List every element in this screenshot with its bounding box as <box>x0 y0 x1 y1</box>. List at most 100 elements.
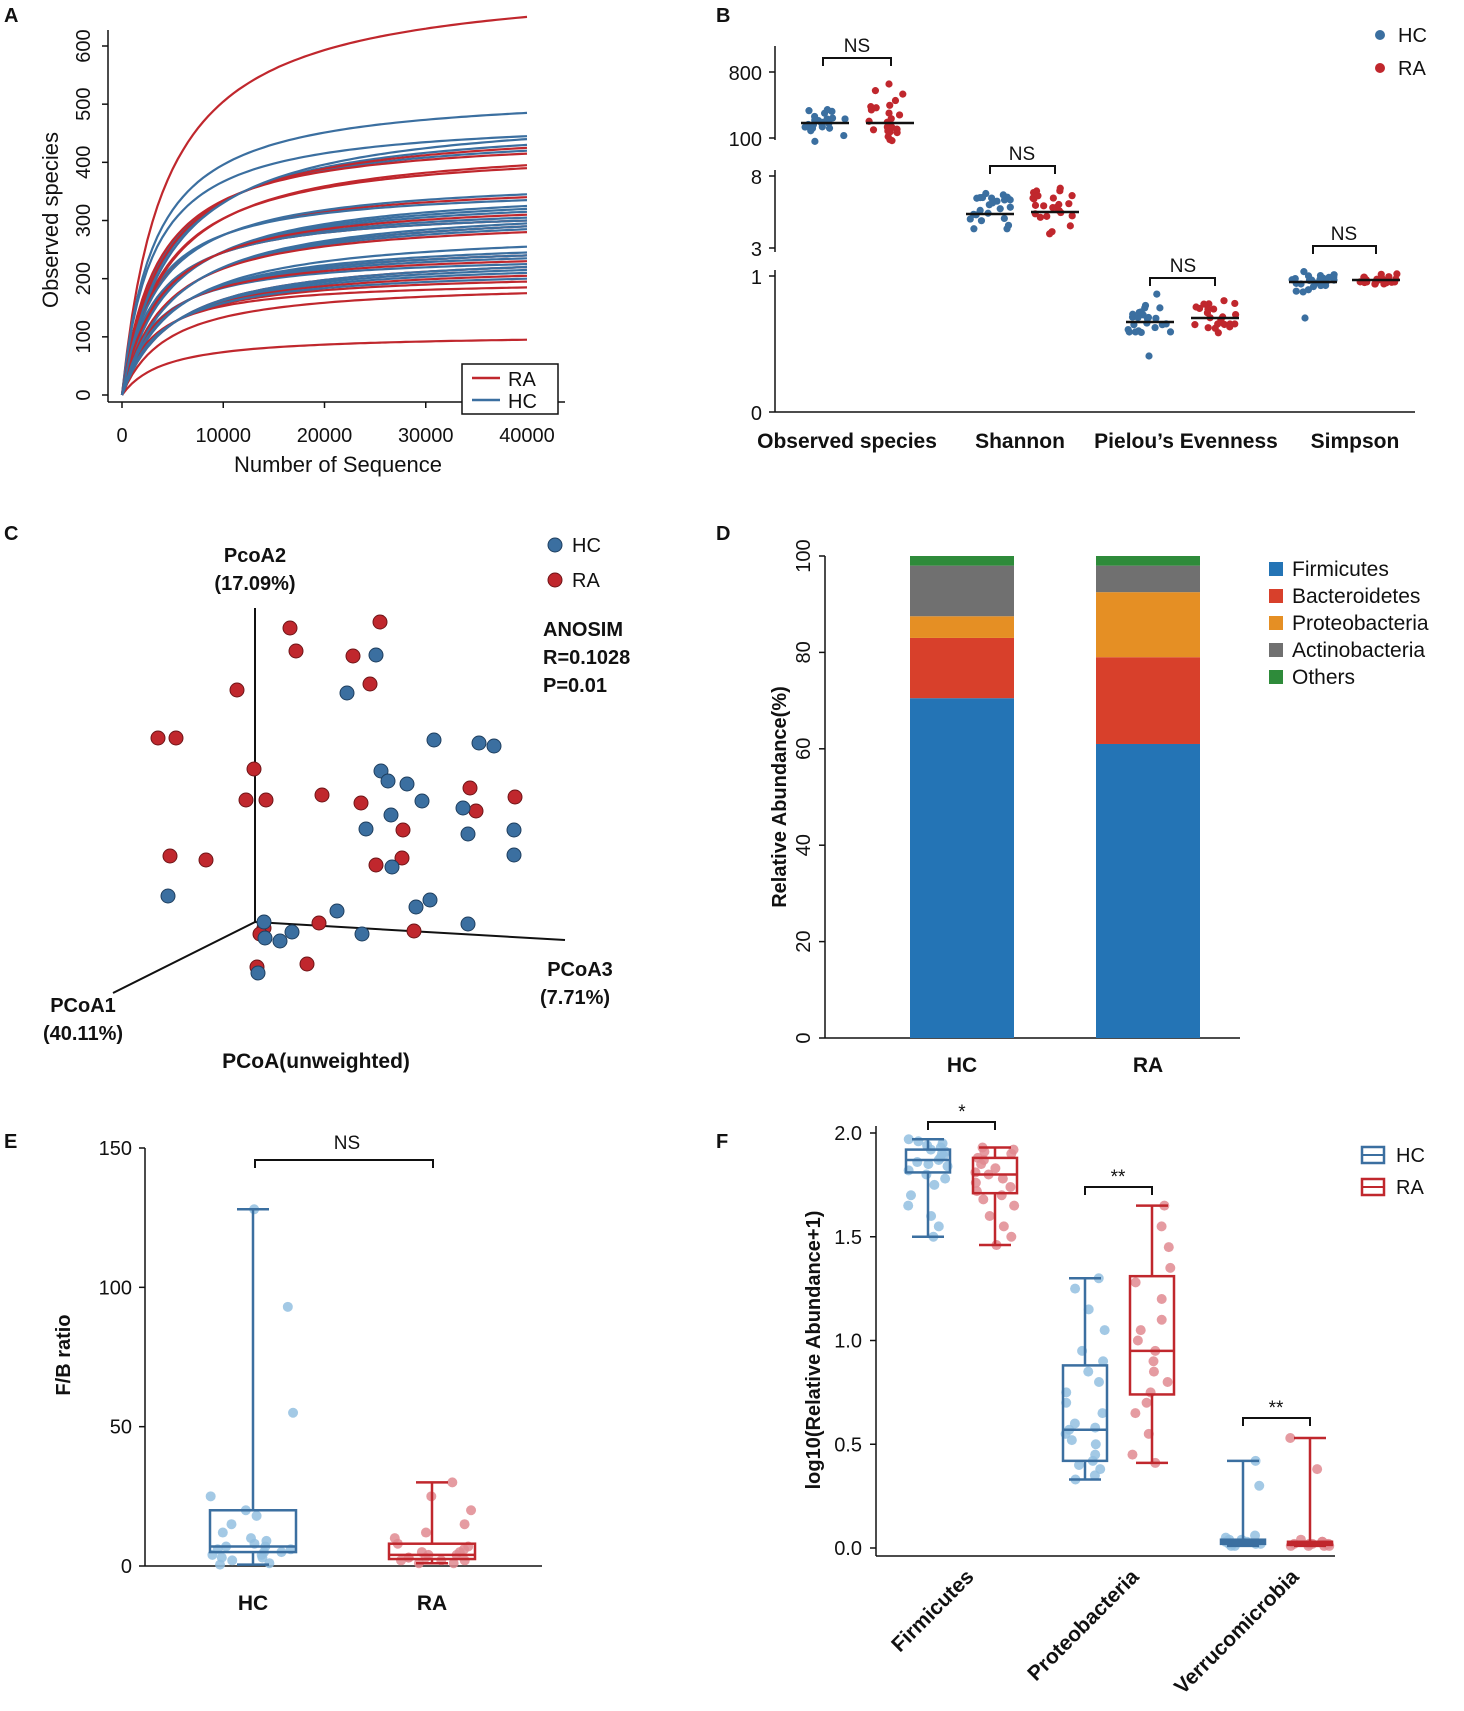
point-hc <box>329 903 345 919</box>
point-ra <box>997 1173 1008 1184</box>
point-ra <box>1036 213 1044 221</box>
legend-label-bacteroidetes: Bacteroidetes <box>1292 585 1420 608</box>
point-hc <box>801 123 809 131</box>
tick-label-100: 100 <box>729 129 762 151</box>
point-ra <box>891 96 900 105</box>
point-hc <box>1000 214 1008 223</box>
axis-pcoa1 <box>112 921 256 994</box>
sig-label-shannon: NS <box>1009 144 1035 165</box>
category-label-ra: RA <box>417 1592 447 1615</box>
point-ra <box>420 1527 431 1538</box>
box-ra <box>387 1542 477 1561</box>
bar-segment-proteobacteria <box>910 616 1014 638</box>
point-hc <box>1325 273 1333 281</box>
panel-letter-d: D <box>716 523 730 545</box>
point-ra <box>1231 299 1239 308</box>
legend-swatch-proteobacteria <box>1269 616 1283 630</box>
point-hc <box>282 1301 293 1312</box>
point-hc <box>933 1221 944 1232</box>
point-ra <box>885 80 893 88</box>
point-hc <box>1125 328 1133 336</box>
legend: HC RA <box>1360 1145 1425 1199</box>
y-tick-label: 0 <box>73 389 95 400</box>
point-ra <box>1009 1200 1020 1211</box>
x-tick-label: 10000 <box>195 425 251 447</box>
y-tick-label: 300 <box>73 204 95 237</box>
y-tick-label: 1.5 <box>834 1227 862 1249</box>
bar-segment-actinobacteria <box>910 565 1014 617</box>
point-hc <box>339 685 355 701</box>
bar-segment-actinobacteria <box>1096 565 1200 593</box>
point-hc <box>1152 314 1160 322</box>
point-hc <box>251 1510 262 1521</box>
point-hc <box>828 114 837 122</box>
point-ra <box>871 87 880 95</box>
point-hc <box>903 1134 914 1145</box>
y-tick-label: 100 <box>793 539 815 572</box>
point-ra <box>978 1194 989 1205</box>
point-hc <box>1074 1460 1085 1470</box>
point-ra <box>229 682 245 698</box>
rarefaction-line-hc <box>120 143 528 396</box>
rarefaction-line-hc <box>120 219 528 396</box>
point-ra <box>1191 321 1199 329</box>
point-ra <box>1162 1377 1173 1387</box>
anosim-label: ANOSIM <box>543 619 623 641</box>
y-tick-label: 40 <box>793 834 815 856</box>
point-ra <box>282 620 298 636</box>
sig-label-evenness: NS <box>1170 256 1196 277</box>
point-hc <box>1301 314 1309 322</box>
sig-label-simpson: NS <box>1331 224 1357 245</box>
rarefaction-line-ra <box>120 164 528 396</box>
tick-label-1: 1 <box>751 267 762 289</box>
axis-label-pcoa3: PCoA3 <box>547 959 613 981</box>
panel-letter-c: C <box>4 523 18 545</box>
point-ra <box>1156 1221 1167 1232</box>
y-tick-label: 150 <box>99 1138 132 1160</box>
point-ra <box>1203 309 1212 317</box>
legend-box <box>461 363 559 415</box>
point-ra <box>447 1477 458 1488</box>
bar-segment-firmicutes <box>1096 743 1200 1038</box>
point-ra <box>150 730 166 746</box>
point-hc <box>970 225 978 233</box>
anosim-p: P=0.01 <box>543 675 607 697</box>
point-hc <box>903 1200 914 1211</box>
point-ra <box>162 848 178 864</box>
point-ra <box>1226 320 1234 328</box>
x-ticks: 0 10000 20000 30000 40000 <box>116 402 555 447</box>
legend-dot-hc <box>547 537 563 553</box>
point-hc <box>1134 327 1143 335</box>
x-tick-label: 40000 <box>499 425 555 447</box>
point-hc <box>257 1552 268 1563</box>
point-ra <box>1156 1294 1167 1304</box>
y-ticks: 0 20 40 60 80 100 <box>793 539 825 1044</box>
point-ra <box>1068 212 1076 220</box>
point-hc <box>1098 1356 1109 1367</box>
pcoa-title: PCoA(unweighted) <box>222 1050 410 1073</box>
bar-segment-proteobacteria <box>1096 592 1200 658</box>
point-hc <box>977 217 986 225</box>
point-hc <box>358 821 374 837</box>
point-ra <box>468 803 484 819</box>
y-tick-label: 2.0 <box>834 1123 862 1145</box>
point-ra <box>1006 1148 1017 1159</box>
point-ra <box>1385 273 1393 281</box>
point-ra <box>1214 329 1222 337</box>
point-ra <box>984 1211 995 1221</box>
point-ra <box>1127 1449 1138 1460</box>
bar-segment-others <box>910 556 1014 566</box>
point-hc <box>506 822 522 838</box>
point-ra <box>314 787 330 803</box>
legend-label-others: Others <box>1292 666 1355 689</box>
point-hc <box>1128 313 1137 321</box>
point-hc <box>1066 1435 1077 1446</box>
point-hc <box>999 191 1007 199</box>
point-hc <box>408 899 424 915</box>
y-tick-label: 200 <box>73 262 95 295</box>
panel-f-phyla-boxplots: 0.0 0.5 1.0 1.5 2.0 log10(Relative Abundance… <box>803 1102 1425 1699</box>
point-hc <box>384 859 400 875</box>
bar-segment-others <box>1096 556 1200 566</box>
rarefaction-line-ra <box>121 292 528 396</box>
